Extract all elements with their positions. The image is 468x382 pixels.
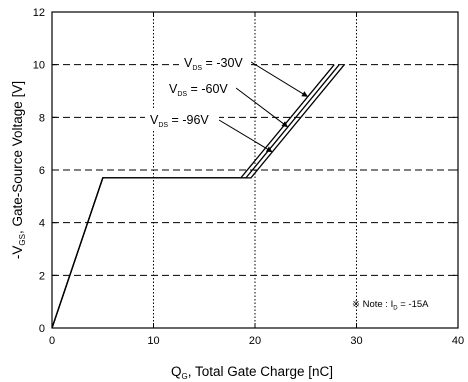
label-arrows bbox=[218, 61, 308, 153]
y-tick-label-12: 12 bbox=[33, 7, 45, 19]
leader-line-1 bbox=[235, 87, 289, 128]
annot-vds-96: VDS = -96V bbox=[150, 113, 209, 129]
annot-vds-30: VDS = -30V bbox=[184, 56, 243, 72]
annot-bg-60 bbox=[164, 77, 236, 99]
annot-bg-30 bbox=[179, 50, 251, 72]
tick-labels: 0 2 4 6 8 10 12 0 10 20 30 40 bbox=[33, 7, 464, 347]
grid-lines bbox=[52, 12, 458, 328]
series-line-2 bbox=[51, 64, 345, 329]
y-axis-title: -VGS, Gate-Source Voltage [V] bbox=[10, 81, 27, 259]
series-line-1 bbox=[51, 64, 340, 329]
annot-vds-60: VDS = -60V bbox=[169, 82, 228, 98]
y-tick-label-0: 0 bbox=[39, 323, 45, 335]
x-tick-label-40: 40 bbox=[452, 335, 464, 347]
x-tick-label-10: 10 bbox=[147, 335, 159, 347]
note-text: ※ Note : ID = -15A bbox=[352, 299, 429, 312]
x-tick-label-20: 20 bbox=[249, 335, 261, 347]
y-tick-label-6: 6 bbox=[39, 165, 45, 177]
x-axis-title: QG, Total Gate Charge [nC] bbox=[171, 364, 333, 381]
series-annotations: VDS = -30V VDS = -60V VDS = -96V bbox=[145, 50, 251, 130]
x-tick-label-30: 30 bbox=[350, 335, 362, 347]
y-tick-label-4: 4 bbox=[39, 218, 45, 230]
leader-line-2 bbox=[218, 119, 273, 153]
series-line-0 bbox=[51, 64, 335, 329]
x-tick-label-0: 0 bbox=[49, 335, 55, 347]
series-lines bbox=[51, 64, 345, 329]
y-tick-label-10: 10 bbox=[33, 60, 45, 72]
annot-bg-96 bbox=[145, 108, 219, 130]
leader-line-0 bbox=[250, 61, 308, 97]
y-tick-label-8: 8 bbox=[39, 112, 45, 124]
y-tick-label-2: 2 bbox=[39, 270, 45, 282]
axis-ticks bbox=[51, 11, 459, 329]
